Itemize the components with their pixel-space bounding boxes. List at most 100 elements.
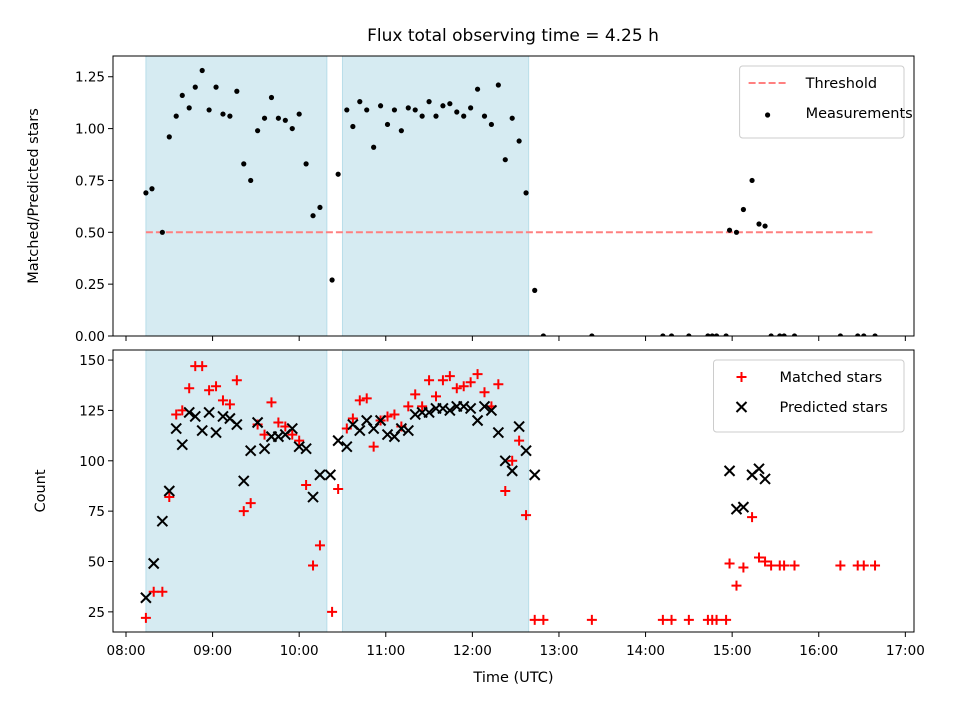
chart-title: Flux total observing time = 4.25 h xyxy=(367,26,659,46)
data-point xyxy=(199,67,205,74)
y-tick-label: 1.00 xyxy=(75,122,105,138)
data-point xyxy=(730,503,743,515)
data-point xyxy=(186,105,192,111)
data-point xyxy=(451,383,462,394)
data-point xyxy=(196,424,208,437)
top-panel: 0.00 0.25 0.50 0.75 1.00 1.25 Matched/Predicte… xyxy=(26,55,915,345)
data-point xyxy=(747,512,758,523)
data-point xyxy=(789,560,800,571)
bottom-panel: 25 50 75 100 125 150 08:00 09:00 10:00 11:00 12:00… xyxy=(33,349,925,686)
data-point xyxy=(520,445,532,457)
data-point xyxy=(389,409,400,420)
data-point xyxy=(507,455,518,466)
data-point xyxy=(513,420,525,433)
data-point xyxy=(713,333,720,336)
data-point xyxy=(474,86,481,92)
data-point xyxy=(481,113,488,119)
data-point xyxy=(148,586,159,597)
legend-label: Predicted stars xyxy=(780,400,888,416)
data-point xyxy=(217,410,229,423)
data-point xyxy=(589,333,595,336)
series-predicted-stars xyxy=(140,400,771,604)
data-point xyxy=(731,580,742,591)
data-point xyxy=(538,614,549,625)
legend-handle xyxy=(735,401,748,413)
data-point xyxy=(777,333,783,336)
legend: Threshold Measurements xyxy=(739,65,913,139)
data-point xyxy=(301,479,312,490)
data-point xyxy=(423,406,435,419)
data-point xyxy=(737,501,750,513)
x-axis-label: Time (UTC) xyxy=(472,670,553,686)
legend-handle xyxy=(736,372,747,382)
data-point xyxy=(683,614,694,625)
data-point xyxy=(419,113,425,119)
data-point xyxy=(409,408,421,421)
data-point xyxy=(238,475,250,487)
data-point xyxy=(426,99,432,105)
y-tick-label: 125 xyxy=(79,403,105,419)
data-point xyxy=(303,161,309,167)
data-point xyxy=(272,430,285,443)
x-tick-label: 12:00 xyxy=(453,643,492,659)
x-tick-label: 13:00 xyxy=(540,643,579,659)
data-point xyxy=(241,161,247,167)
x-tick-label: 08:00 xyxy=(107,643,146,659)
shaded-interval-2 xyxy=(341,56,530,336)
data-point xyxy=(756,221,762,227)
legend: Matched stars Predicted stars xyxy=(713,359,905,433)
data-point xyxy=(502,157,508,163)
x-tick-label: 09:00 xyxy=(193,643,232,659)
data-point xyxy=(293,440,305,453)
data-point xyxy=(156,515,169,527)
data-point xyxy=(183,406,195,419)
data-point xyxy=(170,422,182,435)
data-point xyxy=(163,485,175,497)
data-point xyxy=(405,105,411,111)
y-tick-label: 150 xyxy=(79,353,105,369)
data-point xyxy=(197,361,208,372)
data-point xyxy=(779,560,790,571)
data-point xyxy=(458,400,470,413)
x-tick-label: 15:00 xyxy=(713,643,752,659)
data-point xyxy=(371,144,377,150)
x-tick-label: 17:00 xyxy=(886,643,925,659)
data-point xyxy=(586,614,597,625)
data-point xyxy=(509,115,515,121)
data-point xyxy=(189,410,201,423)
data-point xyxy=(791,333,798,336)
data-point xyxy=(307,491,319,503)
data-point xyxy=(391,107,398,113)
data-point xyxy=(723,465,736,477)
data-point xyxy=(354,395,365,406)
data-point xyxy=(835,560,846,571)
data-point xyxy=(220,111,226,117)
data-point xyxy=(478,400,491,413)
data-point xyxy=(762,223,768,229)
data-point xyxy=(384,121,391,128)
data-point xyxy=(231,418,243,431)
data-point xyxy=(294,435,305,446)
data-point xyxy=(341,440,353,453)
data-point xyxy=(286,422,298,435)
legend-label: Measurements xyxy=(806,106,913,122)
data-point xyxy=(282,117,288,123)
data-point xyxy=(211,381,222,392)
data-point xyxy=(231,375,242,386)
data-point xyxy=(259,429,270,440)
data-point xyxy=(726,227,733,233)
data-point xyxy=(159,229,165,235)
data-point xyxy=(238,506,249,517)
data-point xyxy=(437,375,448,386)
data-point xyxy=(417,401,428,412)
data-point xyxy=(733,229,740,235)
series-matched-stars xyxy=(140,361,881,625)
data-point xyxy=(500,486,511,496)
data-point xyxy=(268,94,275,101)
data-point xyxy=(493,379,504,390)
data-point xyxy=(458,381,469,392)
data-point xyxy=(266,397,277,408)
data-point xyxy=(709,333,715,336)
data-point xyxy=(465,377,476,388)
